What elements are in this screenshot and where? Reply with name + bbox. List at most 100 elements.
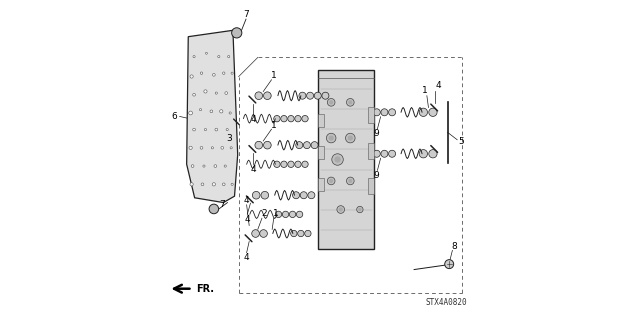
Circle shape bbox=[209, 204, 219, 214]
Circle shape bbox=[212, 73, 215, 76]
Circle shape bbox=[303, 142, 310, 149]
Text: 8: 8 bbox=[451, 242, 457, 251]
Circle shape bbox=[419, 108, 428, 116]
Bar bbox=[319, 70, 374, 249]
Circle shape bbox=[419, 150, 428, 158]
Circle shape bbox=[275, 211, 282, 218]
Circle shape bbox=[189, 111, 193, 115]
Circle shape bbox=[190, 183, 193, 186]
Circle shape bbox=[348, 100, 353, 104]
Circle shape bbox=[381, 109, 388, 116]
Text: 2: 2 bbox=[261, 209, 267, 218]
Text: 4: 4 bbox=[435, 81, 441, 90]
Text: STX4A0820: STX4A0820 bbox=[425, 298, 467, 307]
Circle shape bbox=[346, 177, 354, 185]
Circle shape bbox=[334, 156, 340, 163]
Circle shape bbox=[210, 110, 212, 113]
Circle shape bbox=[230, 147, 232, 149]
Circle shape bbox=[295, 115, 301, 122]
Circle shape bbox=[255, 141, 262, 149]
Circle shape bbox=[298, 230, 304, 237]
Circle shape bbox=[329, 100, 333, 104]
Text: FR.: FR. bbox=[196, 284, 214, 294]
Bar bbox=[319, 146, 324, 159]
Circle shape bbox=[221, 146, 223, 149]
Circle shape bbox=[193, 128, 195, 131]
Circle shape bbox=[203, 165, 205, 167]
Circle shape bbox=[225, 92, 228, 94]
Text: 3: 3 bbox=[226, 134, 232, 143]
Text: 4: 4 bbox=[244, 215, 250, 224]
Text: 4: 4 bbox=[243, 196, 249, 204]
Circle shape bbox=[358, 208, 362, 211]
Circle shape bbox=[288, 115, 294, 122]
Text: 4: 4 bbox=[250, 115, 256, 124]
Text: 7: 7 bbox=[243, 10, 249, 19]
Bar bbox=[369, 178, 374, 194]
Circle shape bbox=[305, 230, 311, 237]
Circle shape bbox=[346, 99, 354, 106]
Circle shape bbox=[261, 191, 269, 199]
Text: 1: 1 bbox=[271, 71, 276, 80]
Circle shape bbox=[189, 146, 192, 150]
Circle shape bbox=[282, 211, 289, 218]
Circle shape bbox=[252, 230, 259, 237]
Text: 7: 7 bbox=[219, 200, 225, 209]
Circle shape bbox=[299, 92, 306, 99]
Circle shape bbox=[332, 154, 343, 165]
Circle shape bbox=[289, 211, 296, 218]
Circle shape bbox=[311, 142, 318, 149]
Circle shape bbox=[223, 72, 225, 74]
Circle shape bbox=[346, 133, 355, 143]
Text: 6: 6 bbox=[171, 112, 177, 121]
Circle shape bbox=[300, 192, 307, 199]
Circle shape bbox=[327, 177, 335, 185]
Circle shape bbox=[373, 109, 380, 116]
Circle shape bbox=[292, 192, 300, 199]
Circle shape bbox=[191, 165, 194, 167]
Circle shape bbox=[224, 165, 227, 167]
Circle shape bbox=[296, 211, 303, 218]
Text: 4: 4 bbox=[243, 253, 249, 262]
Circle shape bbox=[291, 230, 297, 237]
Text: 1: 1 bbox=[422, 86, 428, 95]
Circle shape bbox=[264, 92, 271, 100]
Circle shape bbox=[388, 150, 396, 157]
Circle shape bbox=[356, 206, 363, 213]
Circle shape bbox=[373, 150, 380, 157]
Bar bbox=[369, 107, 374, 123]
Circle shape bbox=[339, 207, 343, 211]
Circle shape bbox=[204, 129, 207, 131]
Circle shape bbox=[200, 146, 203, 149]
Circle shape bbox=[322, 92, 329, 99]
Circle shape bbox=[274, 161, 280, 167]
Circle shape bbox=[308, 192, 315, 199]
Bar bbox=[319, 178, 324, 191]
Circle shape bbox=[328, 136, 334, 141]
Circle shape bbox=[222, 183, 225, 186]
Circle shape bbox=[281, 161, 287, 167]
Text: 9: 9 bbox=[373, 130, 379, 138]
Circle shape bbox=[228, 56, 230, 58]
Circle shape bbox=[348, 136, 353, 141]
Circle shape bbox=[200, 72, 203, 74]
Circle shape bbox=[218, 56, 220, 58]
Bar bbox=[319, 114, 324, 127]
Circle shape bbox=[327, 99, 335, 106]
Circle shape bbox=[214, 165, 217, 167]
Text: 9: 9 bbox=[373, 171, 379, 180]
Circle shape bbox=[295, 161, 301, 167]
Circle shape bbox=[193, 56, 195, 58]
Circle shape bbox=[204, 90, 207, 93]
Circle shape bbox=[231, 72, 233, 74]
Circle shape bbox=[220, 110, 223, 113]
Circle shape bbox=[190, 75, 193, 78]
Circle shape bbox=[388, 109, 396, 116]
Circle shape bbox=[288, 161, 294, 167]
Circle shape bbox=[264, 141, 271, 149]
Circle shape bbox=[281, 115, 287, 122]
Circle shape bbox=[205, 52, 207, 54]
Circle shape bbox=[260, 230, 268, 237]
Bar bbox=[369, 143, 374, 159]
Circle shape bbox=[296, 142, 303, 149]
